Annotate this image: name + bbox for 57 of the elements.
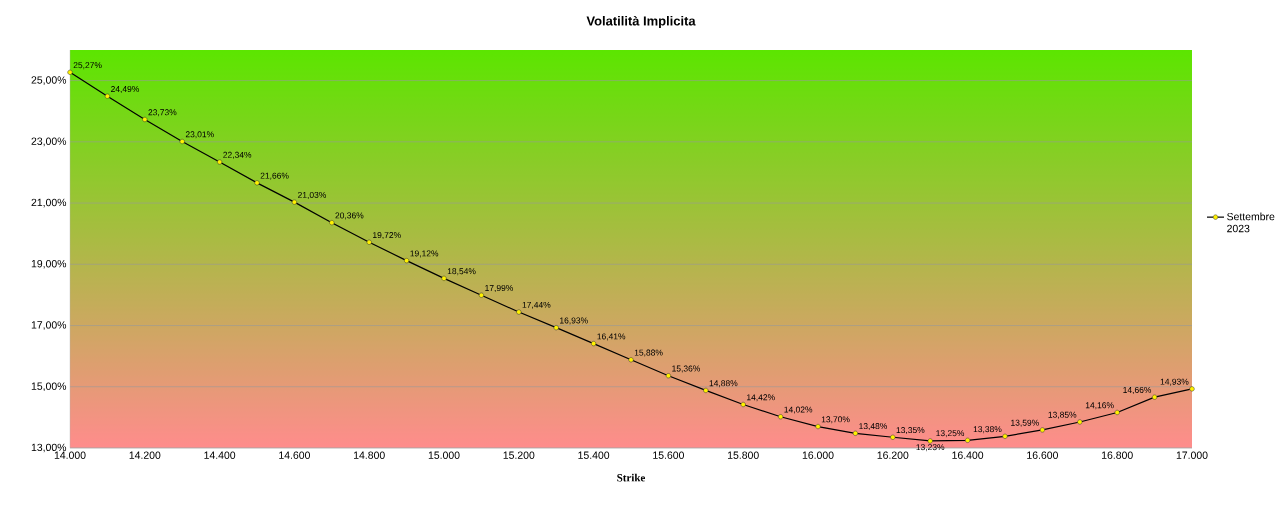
legend-label: Settembre 2023 bbox=[1227, 212, 1275, 233]
x-tick-label: 17.000 bbox=[1176, 451, 1208, 459]
data-label: 19,12% bbox=[410, 250, 439, 258]
data-label: 14,02% bbox=[784, 406, 813, 414]
data-label: 21,66% bbox=[260, 172, 289, 180]
x-tick-label: 14.200 bbox=[129, 451, 161, 459]
data-label: 13,23% bbox=[916, 444, 945, 452]
data-label: 14,93% bbox=[1160, 378, 1189, 386]
data-label: 13,25% bbox=[936, 430, 965, 438]
x-tick-label: 15.600 bbox=[653, 451, 684, 459]
x-tick-label: 16.400 bbox=[952, 451, 984, 459]
data-label: 20,36% bbox=[335, 212, 364, 220]
y-tick-label: 25,00% bbox=[31, 76, 67, 85]
data-label: 13,35% bbox=[896, 427, 925, 435]
data-label: 14,88% bbox=[709, 380, 738, 388]
data-label: 13,38% bbox=[973, 426, 1002, 434]
x-tick-label: 15.400 bbox=[578, 451, 610, 459]
data-label: 18,54% bbox=[447, 268, 476, 276]
data-label: 13,48% bbox=[859, 423, 888, 431]
x-tick-label: 16.000 bbox=[802, 451, 834, 459]
x-tick-label: 16.800 bbox=[1102, 451, 1133, 459]
y-tick-label: 21,00% bbox=[31, 198, 67, 208]
x-tick-label: 15.800 bbox=[728, 451, 759, 459]
x-tick-label: 14.000 bbox=[54, 451, 86, 459]
data-label: 17,99% bbox=[485, 285, 514, 293]
data-label: 14,16% bbox=[1085, 402, 1114, 410]
x-tick-label: 14.600 bbox=[279, 451, 310, 459]
x-tick-label: 14.400 bbox=[204, 451, 236, 459]
data-label: 23,01% bbox=[185, 131, 214, 139]
x-tick-label: 15.000 bbox=[428, 451, 460, 459]
data-label: 15,36% bbox=[672, 365, 701, 373]
data-label: 13,70% bbox=[821, 416, 850, 424]
data-label: 23,73% bbox=[148, 109, 177, 117]
x-axis-title: Strike bbox=[617, 473, 646, 482]
data-label: 17,44% bbox=[522, 301, 551, 309]
x-tick-label: 16.200 bbox=[877, 451, 909, 459]
data-label: 19,72% bbox=[373, 232, 401, 240]
y-tick-label: 17,00% bbox=[31, 321, 67, 330]
data-label: 13,85% bbox=[1048, 411, 1077, 419]
data-label: 14,66% bbox=[1123, 386, 1152, 394]
data-label: 16,41% bbox=[597, 333, 626, 341]
data-label: 22,34% bbox=[223, 151, 252, 159]
x-tick-label: 14.800 bbox=[354, 451, 385, 459]
data-label: 21,03% bbox=[298, 191, 327, 199]
y-tick-label: 19,00% bbox=[31, 259, 67, 269]
data-label: 14,42% bbox=[747, 394, 775, 402]
chart-title: Volatilità Implicita bbox=[586, 15, 696, 29]
data-label: 13,59% bbox=[1011, 419, 1039, 427]
y-tick-label: 13,00% bbox=[31, 443, 67, 453]
data-label: 24,49% bbox=[111, 86, 140, 94]
data-label: 16,93% bbox=[560, 317, 588, 325]
x-tick-label: 16.600 bbox=[1027, 451, 1058, 459]
y-tick-label: 23,00% bbox=[31, 137, 67, 147]
y-tick-label: 15,00% bbox=[31, 382, 67, 392]
data-label: 25,27% bbox=[73, 62, 102, 70]
x-tick-label: 15.200 bbox=[503, 451, 535, 459]
data-label: 15,88% bbox=[634, 349, 663, 357]
